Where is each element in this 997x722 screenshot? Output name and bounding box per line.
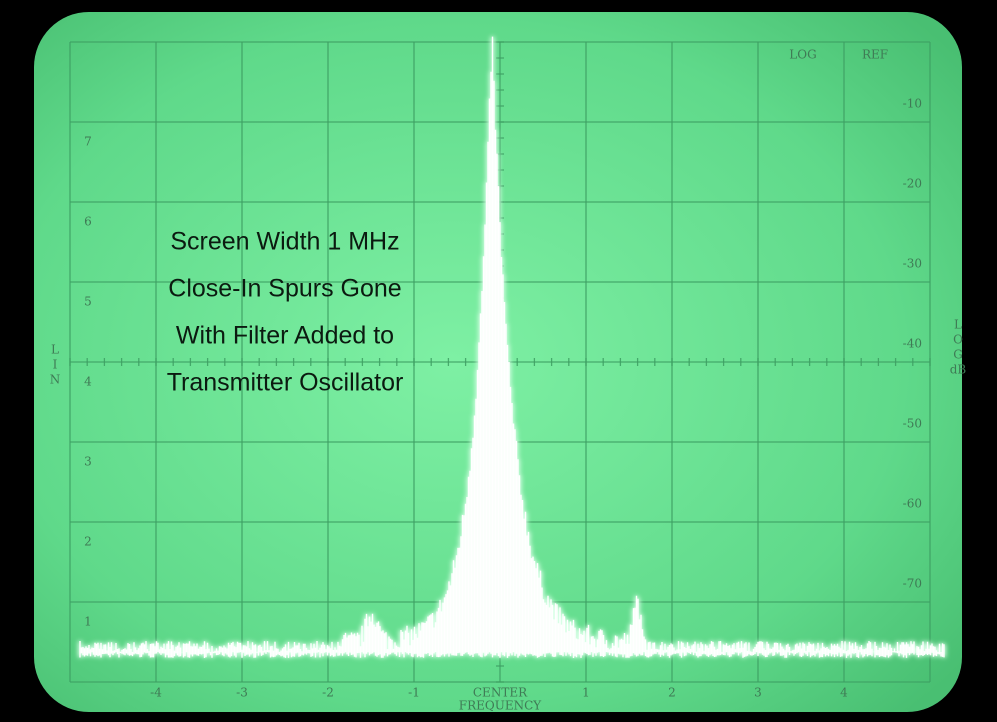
right-label: -50 [903,417,922,431]
top-label: REF [862,48,888,62]
bottom-label: 3 [754,686,762,700]
right-axis-label: L [954,318,962,332]
left-label: 7 [84,135,92,149]
left-label: 4 [84,375,92,389]
scope-photo: LOGREF-10-20-30-40-50-60-70LOGdBLIN76543… [0,0,997,722]
right-axis-label: O [953,333,963,347]
right-label: -70 [903,577,922,591]
annotation-line: Screen Width 1 MHz [170,228,399,256]
left-label: 3 [84,455,92,469]
left-label: 5 [84,295,92,309]
right-axis-label: G [953,348,963,362]
bottom-caption: FREQUENCY [459,699,543,713]
left-axis-label: N [50,373,61,387]
right-label: -10 [903,97,922,111]
bottom-label: -1 [408,686,420,700]
left-axis-label: L [51,343,59,357]
left-label: 6 [84,215,92,229]
right-axis-label: dB [950,363,967,377]
bottom-label: 1 [582,686,590,700]
annotation-line: Transmitter Oscillator [167,369,404,397]
bottom-label: CENTER [473,686,528,700]
left-label: 1 [84,615,92,629]
bottom-label: -4 [150,686,162,700]
right-label: -30 [903,257,922,271]
bottom-label: -3 [236,686,248,700]
bottom-label: 2 [668,686,676,700]
left-axis-label: I [53,358,58,372]
right-label: -60 [903,497,922,511]
right-label: -20 [903,177,922,191]
annotation-line: Close-In Spurs Gone [168,275,401,303]
annotation-line: With Filter Added to [176,322,394,350]
bottom-label: -2 [322,686,334,700]
top-label: LOG [789,48,816,62]
page: LOGREF-10-20-30-40-50-60-70LOGdBLIN76543… [0,0,997,722]
left-label: 2 [84,535,92,549]
right-label: -40 [903,337,922,351]
bottom-label: 4 [840,686,848,700]
